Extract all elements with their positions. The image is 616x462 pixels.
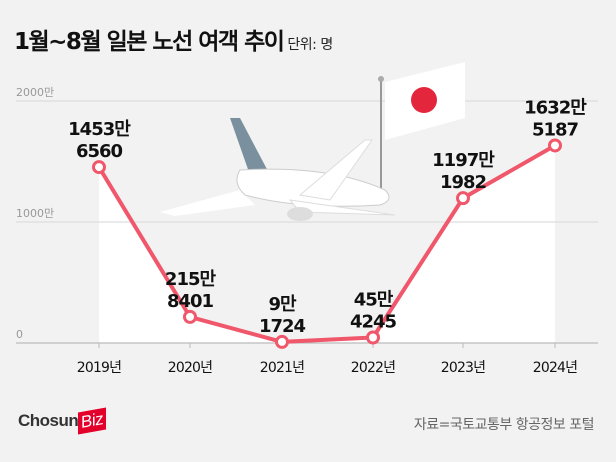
- x-tick-label: 2022년: [351, 360, 396, 376]
- y-tick-label: 2000만: [16, 86, 54, 99]
- unit-label: 단위: 명: [287, 37, 333, 53]
- data-point: [92, 160, 106, 175]
- data-label: 5187: [532, 119, 579, 140]
- data-label: 1982: [440, 172, 486, 193]
- data-label: 8401: [167, 291, 214, 312]
- data-point: [548, 138, 562, 153]
- chosunbiz-logo: Chosun Biz: [18, 407, 107, 435]
- data-label: 6560: [76, 141, 123, 162]
- x-tick-label: 2020년: [168, 360, 213, 376]
- x-tick-label: 2019년: [77, 360, 122, 376]
- x-tick-label: 2023년: [441, 360, 486, 376]
- y-tick-label: 0: [16, 328, 23, 341]
- data-label: 9만: [268, 294, 297, 315]
- data-point: [275, 334, 289, 349]
- x-tick-label: 2024년: [533, 360, 578, 376]
- x-tick-label: 2021년: [260, 360, 305, 376]
- data-label: 1453만: [68, 119, 131, 140]
- data-label: 45만: [354, 290, 394, 311]
- area-fill: [99, 145, 555, 343]
- logo-text: Chosun: [18, 411, 79, 430]
- source-note: 자료=국토교통부 항공정보 포털: [413, 417, 595, 433]
- chart-title: 1월~8월 일본 노선 여객 추이 단위: 명: [14, 22, 333, 56]
- data-label: 215만: [165, 269, 217, 290]
- y-tick-label: 1000만: [16, 207, 54, 220]
- series-line: [97, 143, 556, 344]
- plane-flag-illustration: [160, 62, 465, 221]
- title-text: 1월~8월 일본 노선 여객 추이: [14, 29, 285, 55]
- data-label: 4245: [350, 312, 397, 333]
- data-point: [456, 191, 470, 206]
- data-point: [183, 309, 197, 324]
- data-label: 1724: [259, 316, 306, 337]
- data-label: 1632만: [524, 97, 587, 118]
- data-point: [366, 330, 380, 345]
- logo-badge: Biz: [78, 407, 107, 435]
- data-label: 1197만: [432, 150, 495, 171]
